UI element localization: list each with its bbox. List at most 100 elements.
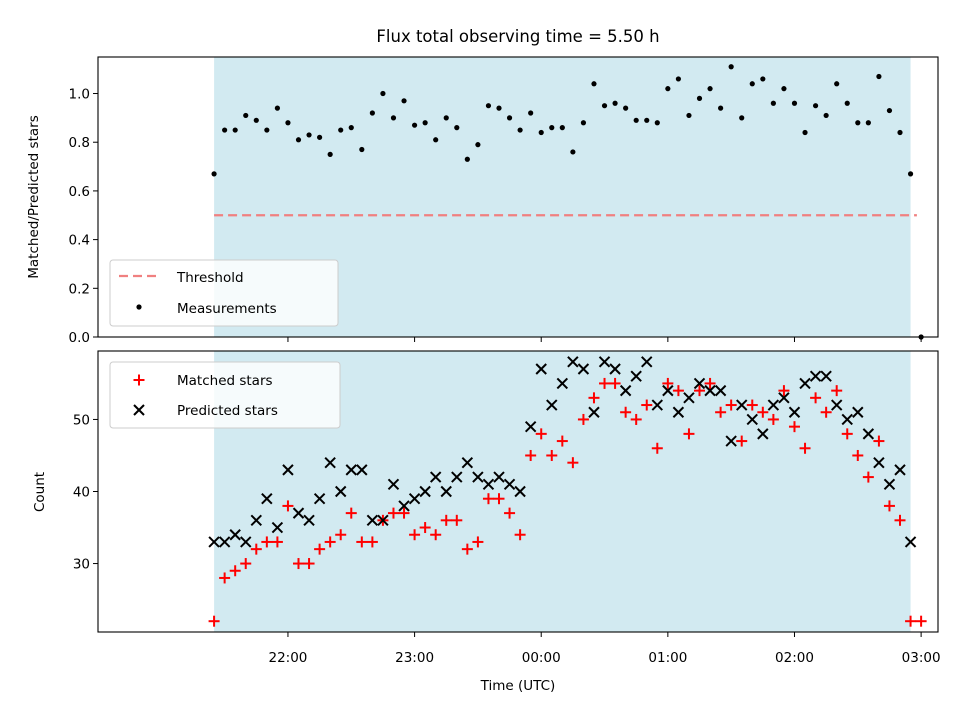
measurement-point (464, 156, 470, 162)
predicted-star-point-b (250, 514, 262, 527)
predicted-star-point (693, 377, 706, 390)
matched-star-point (757, 406, 769, 418)
predicted-star-point (904, 536, 917, 548)
predicted-star-point-b (609, 363, 621, 375)
predicted-star-point-b (651, 399, 664, 411)
top-legend: Threshold Measurements (109, 259, 339, 327)
predicted-star-point (377, 514, 389, 527)
predicted-star-point (387, 478, 400, 491)
predicted-star-point (873, 456, 885, 469)
matched-star-point (841, 428, 853, 440)
predicted-star-point (303, 514, 315, 527)
predicted-star-point (493, 471, 505, 483)
predicted-star-point (588, 406, 600, 418)
predicted-star-point (261, 492, 273, 505)
predicted-star-point-b (788, 406, 801, 418)
predicted-star-point (282, 464, 294, 476)
matched-star-point (588, 392, 600, 404)
predicted-star-point-b (282, 464, 294, 476)
predicted-star-point (313, 492, 326, 505)
predicted-star-point (672, 406, 685, 418)
legend-measurements-label: Measurements (177, 301, 277, 317)
matched-star-point (440, 514, 452, 526)
top-plot-panel: 0.0 0.2 0.4 0.6 0.8 1.0 Threshold Measurements (69, 56, 939, 346)
predicted-star-point-b (356, 464, 368, 476)
predicted-star-point-b (451, 471, 463, 483)
bottom-y-tick-label: 30 (73, 557, 90, 573)
measurement-point (359, 146, 365, 153)
matched-star-point (630, 413, 642, 425)
predicted-star-point (809, 370, 822, 382)
matched-star-point (704, 377, 716, 389)
matched-star-point (419, 522, 431, 534)
matched-star-point (788, 421, 800, 433)
predicted-star-point (419, 485, 431, 498)
predicted-star-point-b (588, 406, 600, 418)
predicted-star-point (577, 363, 590, 375)
matched-star-point (219, 572, 231, 584)
measurement-point (506, 115, 513, 121)
measurement-point (401, 98, 407, 104)
predicted-star-point-b (335, 485, 347, 498)
predicted-star-point-b (841, 413, 853, 426)
matched-star-point (430, 529, 442, 541)
predicted-star-point (883, 478, 896, 491)
measurement-point (591, 81, 597, 87)
measurement-point (317, 134, 323, 140)
measurement-point (274, 105, 280, 111)
predicted-star-point-b (440, 485, 452, 498)
measurement-point (812, 103, 819, 109)
predicted-star-point-b (208, 536, 220, 548)
matched-star-point (409, 529, 421, 541)
chart-title: Flux total observing time = 5.50 h (376, 27, 659, 46)
predicted-star-point-b (240, 536, 252, 548)
measurement-point (264, 127, 270, 133)
matched-star-point (208, 615, 220, 627)
predicted-star-point (714, 384, 727, 397)
predicted-star-point-b (799, 377, 811, 390)
predicted-star-point (799, 377, 811, 390)
legend-threshold-label: Threshold (176, 270, 244, 286)
matched-star-point (472, 536, 484, 548)
predicted-star-point-b (598, 356, 611, 368)
matched-star-point (852, 449, 864, 461)
matched-star-point (767, 413, 779, 425)
bottom-x-tick-label: 03:00 (902, 650, 941, 666)
predicted-star-point-b (514, 485, 526, 498)
measurement-point (443, 115, 449, 121)
predicted-star-point-b (345, 464, 357, 476)
measurement-point (528, 110, 534, 116)
matched-star-point (314, 543, 326, 555)
bottom-legend-box (109, 361, 341, 429)
predicted-star-point-b (894, 464, 906, 476)
predicted-star-point-b (567, 356, 579, 368)
predicted-star-point-b (683, 392, 695, 404)
predicted-star-point (852, 406, 864, 418)
predicted-star-point (461, 456, 474, 469)
matched-star-point (271, 536, 283, 548)
predicted-star-point-b (778, 392, 790, 404)
predicted-star-point-b (672, 406, 685, 418)
matched-star-point (461, 543, 473, 555)
measurement-point (802, 129, 808, 136)
measurement-point (886, 107, 893, 114)
matched-star-point (694, 385, 706, 397)
predicted-star-point (683, 392, 695, 404)
predicted-star-point-b (883, 478, 896, 491)
predicted-star-point (704, 384, 716, 397)
predicted-star-point (324, 456, 336, 469)
measurement-point (454, 125, 460, 131)
predicted-star-point (778, 392, 790, 404)
predicted-star-point (630, 370, 642, 382)
predicted-star-point (408, 492, 421, 505)
predicted-star-point (641, 356, 653, 368)
predicted-star-point (514, 485, 526, 498)
predicted-star-point (894, 464, 906, 476)
predicted-star-point (524, 420, 537, 433)
legend-predicted-label: Predicted stars (177, 403, 278, 419)
measurement-point (295, 137, 302, 143)
matched-star-point (229, 565, 241, 577)
matched-star-point (873, 435, 885, 447)
predicted-star-point (503, 478, 516, 491)
